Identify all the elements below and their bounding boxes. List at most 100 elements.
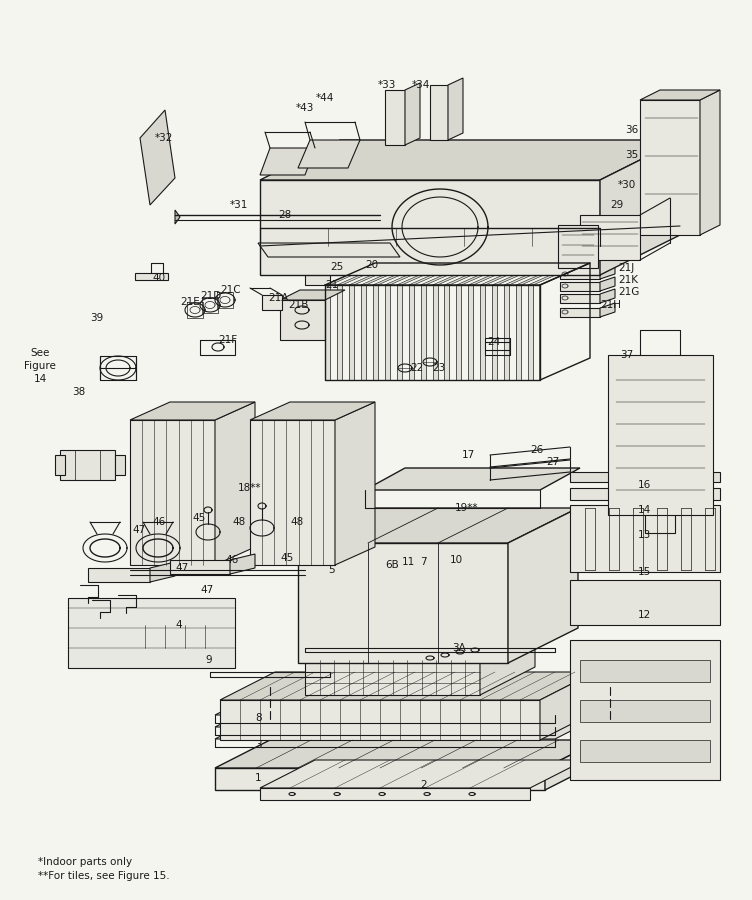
Polygon shape bbox=[640, 100, 700, 235]
Text: 25: 25 bbox=[330, 262, 343, 272]
Polygon shape bbox=[215, 768, 545, 790]
Polygon shape bbox=[349, 285, 354, 380]
Polygon shape bbox=[560, 270, 600, 279]
Polygon shape bbox=[337, 285, 342, 380]
Polygon shape bbox=[580, 700, 710, 722]
Text: 23: 23 bbox=[432, 363, 445, 373]
Text: 46: 46 bbox=[225, 555, 238, 565]
Polygon shape bbox=[385, 90, 405, 145]
Polygon shape bbox=[420, 285, 426, 380]
Polygon shape bbox=[140, 110, 175, 205]
Polygon shape bbox=[558, 225, 598, 268]
Text: 16: 16 bbox=[638, 480, 651, 490]
Polygon shape bbox=[570, 472, 720, 482]
Polygon shape bbox=[170, 560, 230, 574]
Text: *33: *33 bbox=[378, 80, 396, 90]
Polygon shape bbox=[600, 277, 615, 291]
Text: 21B: 21B bbox=[288, 300, 308, 310]
Polygon shape bbox=[250, 402, 375, 420]
Text: 20: 20 bbox=[365, 260, 378, 270]
Polygon shape bbox=[528, 263, 583, 285]
Polygon shape bbox=[373, 285, 378, 380]
Polygon shape bbox=[215, 687, 610, 715]
Polygon shape bbox=[504, 285, 509, 380]
Polygon shape bbox=[298, 543, 508, 663]
Text: 38: 38 bbox=[72, 387, 85, 397]
Polygon shape bbox=[298, 140, 360, 168]
Polygon shape bbox=[215, 402, 255, 565]
Polygon shape bbox=[175, 210, 180, 224]
Text: 11: 11 bbox=[402, 557, 415, 567]
Polygon shape bbox=[600, 303, 615, 317]
Polygon shape bbox=[580, 740, 710, 762]
Text: 15: 15 bbox=[638, 567, 651, 577]
Text: *31: *31 bbox=[230, 200, 248, 210]
Polygon shape bbox=[570, 580, 720, 625]
Polygon shape bbox=[115, 455, 125, 475]
Polygon shape bbox=[580, 215, 640, 260]
Polygon shape bbox=[373, 263, 428, 285]
Text: 27: 27 bbox=[546, 457, 559, 467]
Text: 47: 47 bbox=[132, 525, 145, 535]
Polygon shape bbox=[250, 420, 335, 565]
Text: *43: *43 bbox=[296, 103, 314, 113]
Text: 21H: 21H bbox=[600, 300, 621, 310]
Polygon shape bbox=[130, 625, 220, 648]
Text: 21C: 21C bbox=[220, 285, 241, 295]
Polygon shape bbox=[480, 632, 535, 695]
Polygon shape bbox=[88, 568, 150, 582]
Polygon shape bbox=[260, 148, 315, 175]
Polygon shape bbox=[385, 285, 390, 380]
Polygon shape bbox=[215, 699, 610, 727]
Polygon shape bbox=[215, 711, 610, 739]
Text: 21F: 21F bbox=[218, 335, 237, 345]
Polygon shape bbox=[298, 508, 578, 543]
Polygon shape bbox=[570, 488, 720, 500]
Polygon shape bbox=[396, 285, 402, 380]
Polygon shape bbox=[55, 455, 65, 475]
Polygon shape bbox=[560, 294, 600, 303]
Polygon shape bbox=[349, 263, 404, 285]
Polygon shape bbox=[260, 760, 585, 788]
Polygon shape bbox=[305, 632, 535, 660]
Polygon shape bbox=[432, 263, 487, 285]
Polygon shape bbox=[504, 263, 559, 285]
Text: 48: 48 bbox=[232, 517, 245, 527]
Polygon shape bbox=[361, 263, 416, 285]
Polygon shape bbox=[481, 285, 485, 380]
Text: 14: 14 bbox=[638, 505, 651, 515]
Text: 36: 36 bbox=[625, 125, 638, 135]
Polygon shape bbox=[408, 263, 464, 285]
Text: 19**: 19** bbox=[455, 503, 478, 513]
Text: 21K: 21K bbox=[618, 275, 638, 285]
Polygon shape bbox=[608, 355, 713, 515]
Text: 21J: 21J bbox=[618, 263, 634, 273]
Polygon shape bbox=[516, 285, 521, 380]
Text: 47: 47 bbox=[175, 563, 188, 573]
Text: 8: 8 bbox=[255, 713, 262, 723]
Text: 29: 29 bbox=[610, 200, 623, 210]
Polygon shape bbox=[335, 402, 375, 565]
Polygon shape bbox=[432, 285, 438, 380]
Text: 2: 2 bbox=[420, 780, 426, 790]
Polygon shape bbox=[560, 308, 600, 317]
Text: 21D: 21D bbox=[200, 291, 221, 301]
Polygon shape bbox=[365, 468, 580, 490]
Text: 26: 26 bbox=[530, 445, 543, 455]
Text: 5: 5 bbox=[328, 565, 335, 575]
Polygon shape bbox=[528, 285, 533, 380]
Text: 12: 12 bbox=[638, 610, 651, 620]
Text: 24: 24 bbox=[487, 337, 500, 347]
Polygon shape bbox=[600, 140, 680, 275]
Polygon shape bbox=[260, 140, 680, 180]
Polygon shape bbox=[493, 285, 497, 380]
Text: See
Figure
14: See Figure 14 bbox=[24, 348, 56, 384]
Polygon shape bbox=[600, 289, 615, 303]
Text: 7: 7 bbox=[420, 557, 426, 567]
Polygon shape bbox=[405, 83, 420, 145]
Polygon shape bbox=[481, 263, 535, 285]
Text: 21A: 21A bbox=[268, 293, 288, 303]
Polygon shape bbox=[468, 263, 523, 285]
Polygon shape bbox=[456, 263, 511, 285]
Polygon shape bbox=[220, 672, 595, 700]
